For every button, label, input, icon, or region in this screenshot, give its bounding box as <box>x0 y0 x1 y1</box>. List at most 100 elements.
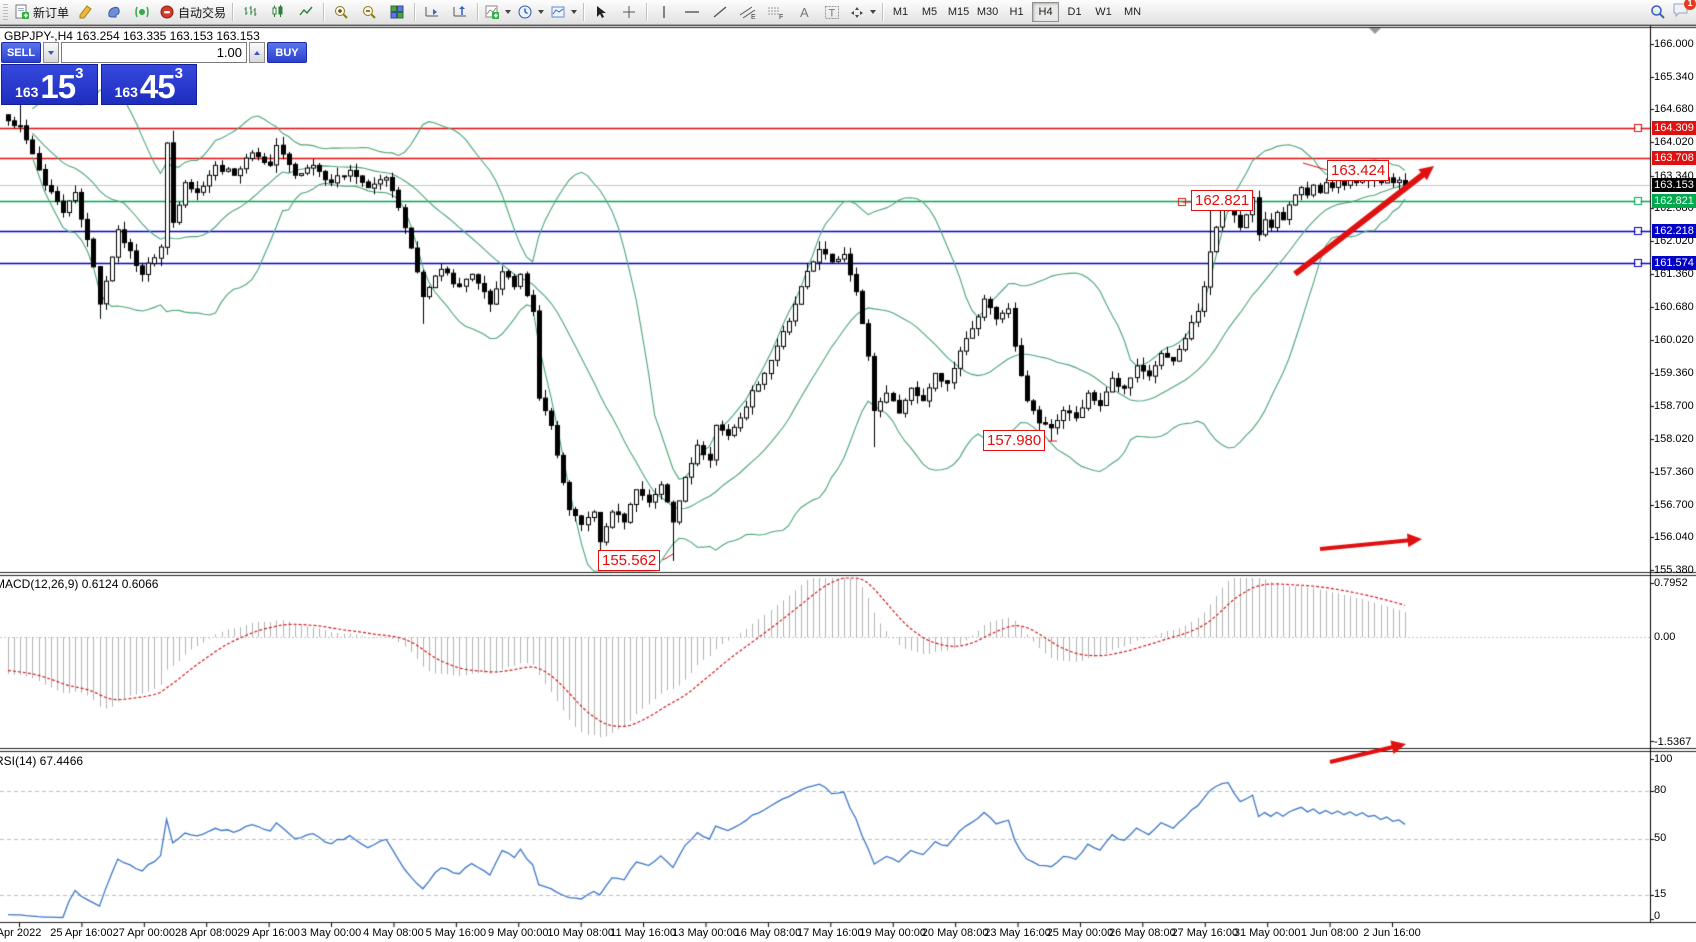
zoom-in-icon <box>335 6 348 19</box>
trendline-icon <box>713 6 727 18</box>
timeframe-h1[interactable]: H1 <box>1009 6 1024 18</box>
rsi-axis-100: 100 <box>1654 753 1673 765</box>
candle-chart-type-button[interactable] <box>264 1 292 23</box>
price-tick-label: 155.380 <box>1654 564 1694 576</box>
crosshair-tool-button[interactable] <box>615 1 643 23</box>
bid-price-box[interactable]: 163 15 3 <box>1 64 98 105</box>
bar-chart-type-button[interactable] <box>236 1 264 23</box>
arrows-tool-button[interactable] <box>846 1 879 23</box>
rsi-axis-50: 50 <box>1654 832 1667 844</box>
price-tick-label: 164.680 <box>1654 103 1694 116</box>
tile-windows-button[interactable] <box>383 1 411 23</box>
periods-dropdown-caret <box>538 10 545 14</box>
timeframe-h4[interactable]: H4 <box>1032 2 1060 22</box>
line-chart-icon <box>299 6 313 16</box>
chart-shift-button[interactable] <box>446 1 474 23</box>
search-icon[interactable] <box>1650 4 1666 20</box>
price-tick-label: 157.360 <box>1654 465 1694 478</box>
auto-scroll-button[interactable] <box>418 1 446 23</box>
rsi-indicator-label: RSI(14) 67.4466 <box>0 754 84 768</box>
toolbar-separator <box>232 3 234 21</box>
timeframe-m5[interactable]: M5 <box>921 6 938 18</box>
notifications-button[interactable]: 1 <box>1672 0 1696 23</box>
auto-trading-button[interactable]: 自动交易 <box>156 1 229 23</box>
price-annotation: 163.424 <box>1327 160 1390 181</box>
rsi-axis-0: 0 <box>1654 910 1661 922</box>
volume-decrease-button[interactable] <box>43 42 59 63</box>
sell-button[interactable]: SELL <box>1 42 41 63</box>
date-axis-label: 28 Apr 08:00 <box>175 927 238 939</box>
auto-trading-icon <box>160 5 174 19</box>
date-axis-label: 27 Apr 00:00 <box>112 927 176 939</box>
bid-pip-digit: 3 <box>75 65 84 82</box>
timeframe-mn[interactable]: MN <box>1123 6 1142 18</box>
bar-chart-icon <box>244 6 257 16</box>
date-axis-label: 2 Jun 16:00 <box>1363 927 1421 939</box>
metaeditor-icon <box>79 5 92 19</box>
price-level-badge: 162.821 <box>1652 194 1696 209</box>
fibonacci-icon: F <box>768 7 783 20</box>
timeframe-m30[interactable]: M30 <box>976 6 999 18</box>
price-tick-label: 166.000 <box>1654 38 1694 50</box>
horizontal-line-tool-button[interactable] <box>678 1 706 23</box>
price-tick-label: 158.700 <box>1654 399 1694 412</box>
ask-big-digits: 45 <box>139 68 176 105</box>
svg-text:F: F <box>779 14 783 20</box>
signals-icon <box>135 6 149 18</box>
zoom-out-button[interactable] <box>355 1 383 23</box>
timeframe-m15[interactable]: M15 <box>947 6 970 18</box>
market-watch-button[interactable] <box>100 1 128 23</box>
indicators-icon <box>485 5 500 19</box>
date-axis-label: Apr 2022 <box>0 927 42 939</box>
toolbar-separator <box>882 3 884 21</box>
svg-text:T: T <box>829 7 836 19</box>
trendline-tool-button[interactable] <box>706 1 734 23</box>
new-order-icon <box>15 4 29 19</box>
arrows-dropdown-caret <box>870 10 877 14</box>
notification-count-badge: 1 <box>1684 0 1696 10</box>
toolbar-grip[interactable] <box>3 4 8 20</box>
price-level-badge: 164.309 <box>1652 120 1696 135</box>
toolbar-separator <box>477 3 479 21</box>
fibonacci-tool-button[interactable]: F <box>762 1 790 23</box>
templates-button[interactable] <box>547 1 580 23</box>
volume-input[interactable] <box>61 42 247 63</box>
line-chart-type-button[interactable] <box>292 1 320 23</box>
zoom-in-button[interactable] <box>327 1 355 23</box>
equidistant-channel-tool-button[interactable]: E <box>734 1 762 23</box>
text-tool-button[interactable]: A <box>790 1 818 23</box>
volume-increase-button[interactable] <box>249 42 265 63</box>
macd-axis-min: -1.5367 <box>1654 736 1692 748</box>
cursor-icon <box>597 6 607 18</box>
price-annotation: 157.980 <box>983 430 1046 451</box>
svg-text:E: E <box>751 14 756 20</box>
chart-shift-icon <box>453 6 467 17</box>
indicators-button[interactable] <box>481 1 514 23</box>
price-annotation: 155.562 <box>598 550 661 571</box>
periods-button[interactable] <box>514 1 547 23</box>
date-axis-label: 3 May 00:00 <box>300 927 362 939</box>
auto-scroll-icon <box>425 7 439 17</box>
signals-button[interactable] <box>128 1 156 23</box>
cursor-tool-button[interactable] <box>587 1 615 23</box>
date-axis-label: 25 May 00:00 <box>1046 927 1114 939</box>
price-tick-label: 156.040 <box>1654 531 1694 544</box>
market-watch-icon <box>108 6 120 18</box>
timeframe-d1[interactable]: D1 <box>1067 6 1082 18</box>
timeframe-m1[interactable]: M1 <box>892 6 909 18</box>
toolbar-separator <box>323 3 325 21</box>
date-axis-label: 23 May 16:00 <box>984 927 1051 939</box>
price-level-badge: 163.708 <box>1652 150 1696 165</box>
channel-icon: E <box>739 6 756 20</box>
date-axis-label: 26 May 08:00 <box>1109 927 1176 939</box>
price-tick-label: 164.020 <box>1654 136 1694 149</box>
price-level-badge: 163.153 <box>1652 178 1696 192</box>
buy-button[interactable]: BUY <box>267 42 307 63</box>
metaeditor-button[interactable] <box>72 1 100 23</box>
text-label-tool-button[interactable]: T <box>818 1 846 23</box>
new-order-button[interactable]: 新订单 <box>11 1 72 23</box>
timeframe-w1[interactable]: W1 <box>1095 6 1112 18</box>
vertical-line-tool-button[interactable] <box>650 1 678 23</box>
ask-price-box[interactable]: 163 45 3 <box>100 64 197 105</box>
